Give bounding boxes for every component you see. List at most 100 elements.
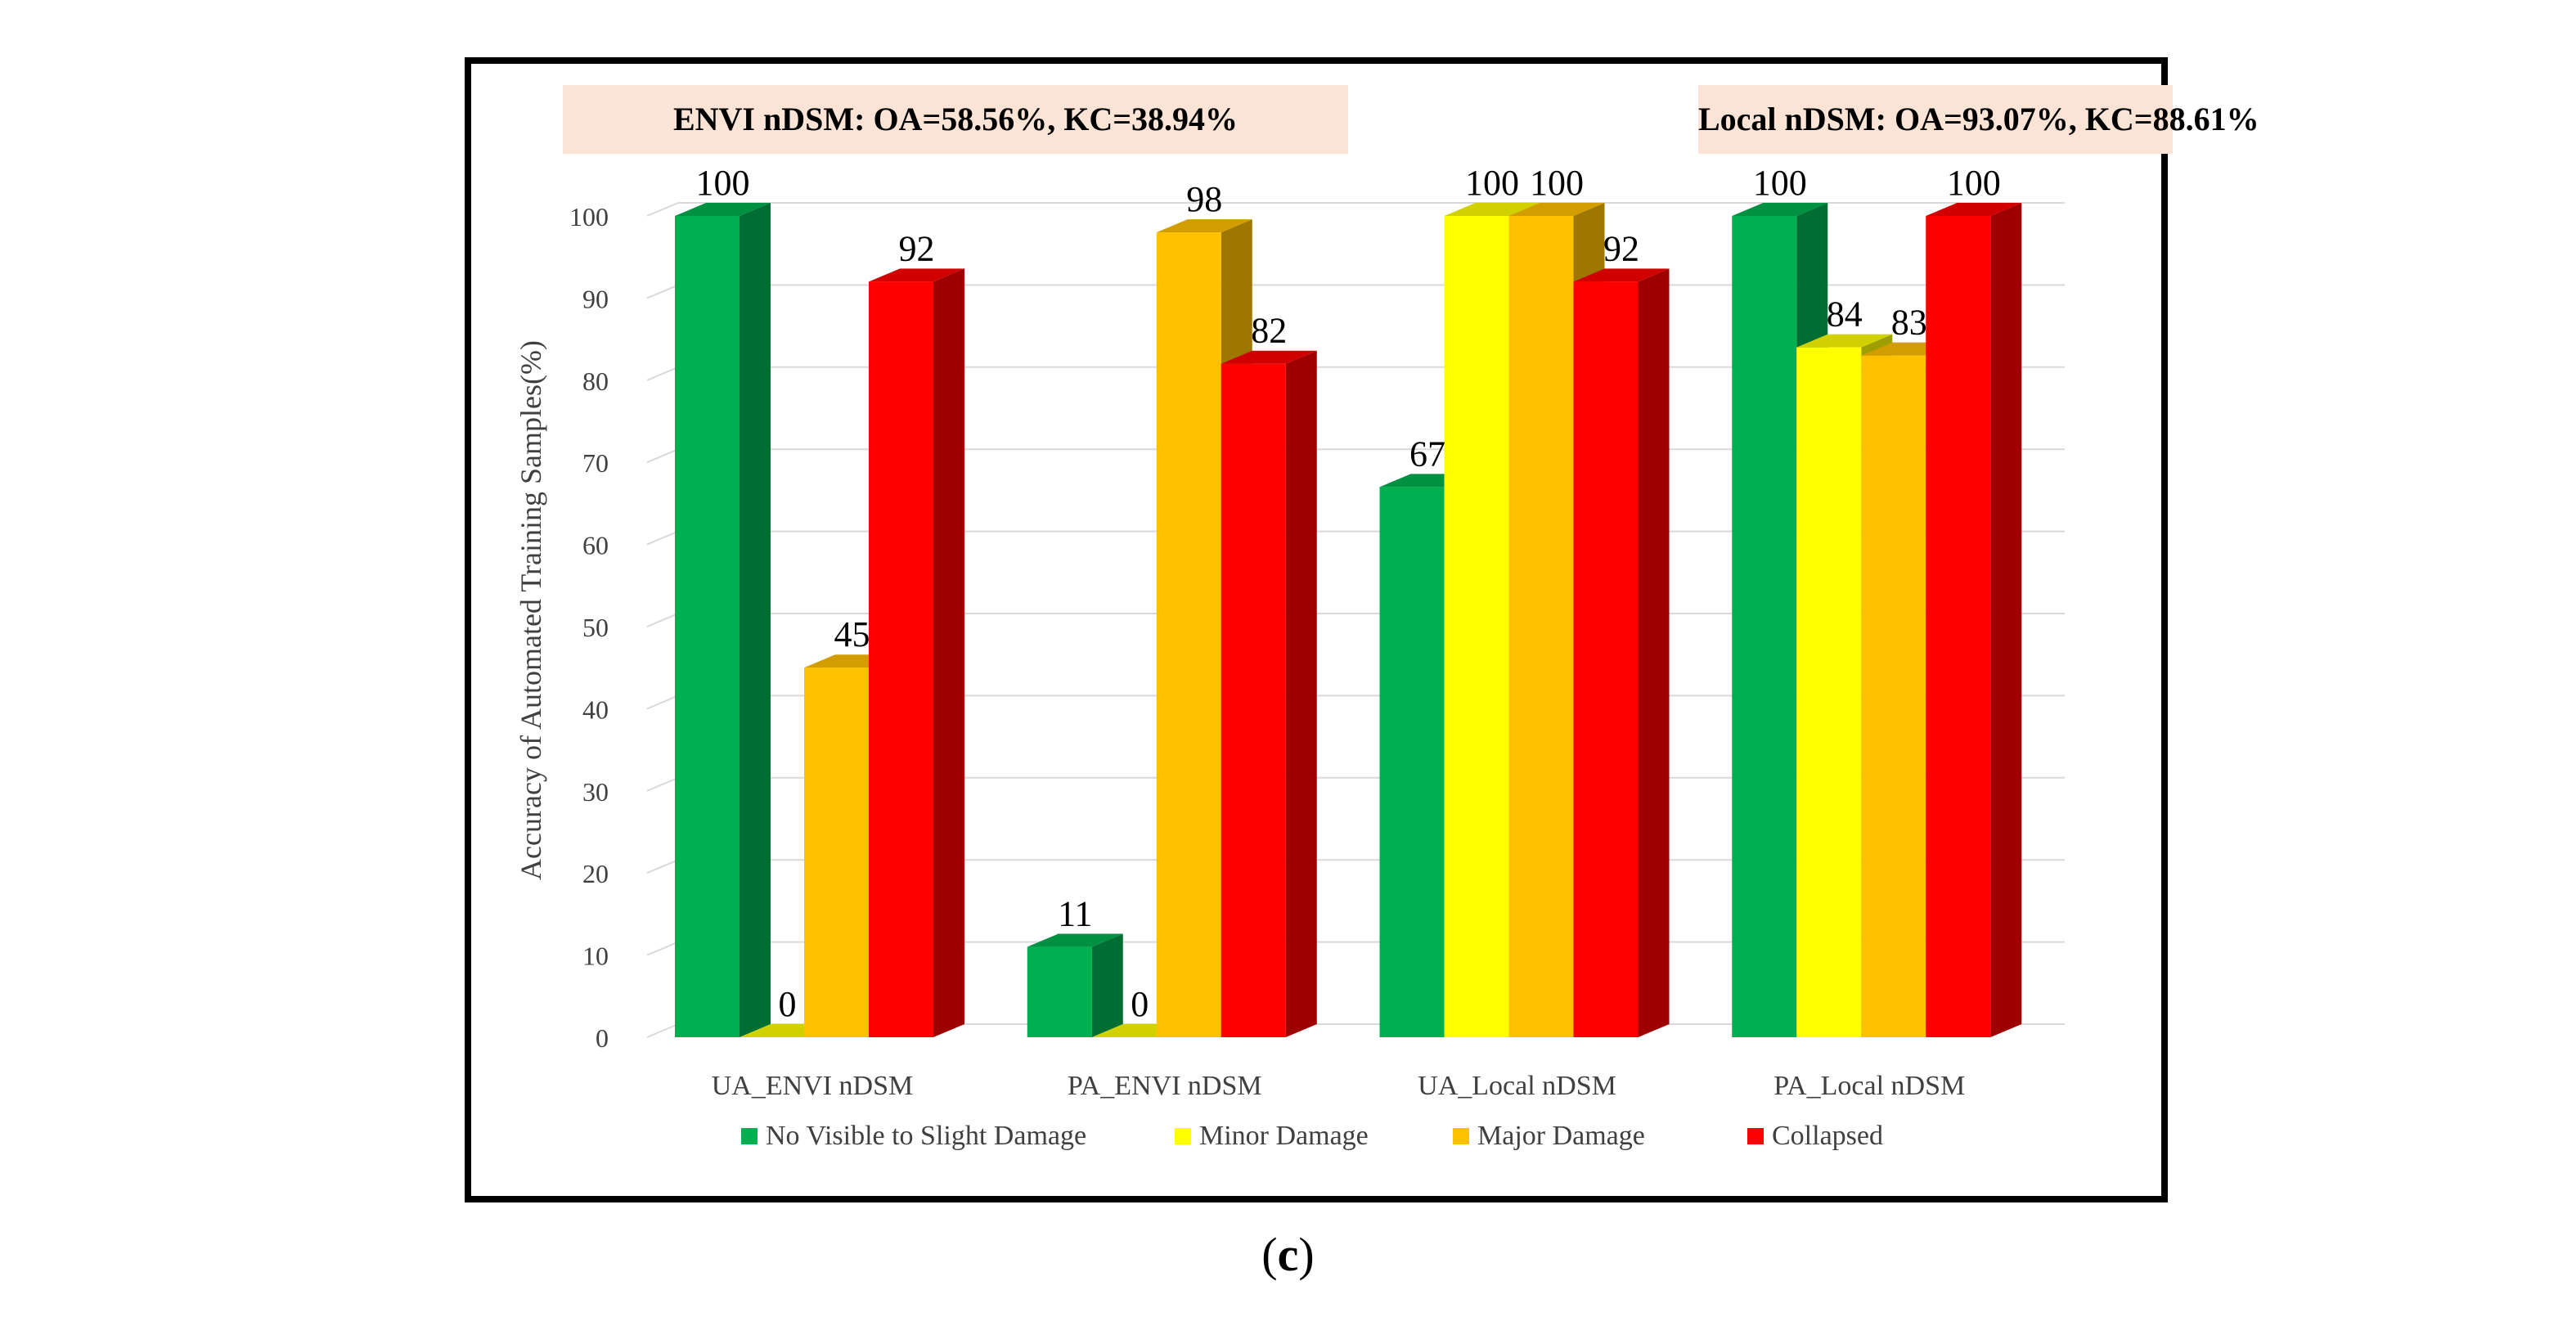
data-label: 100	[696, 163, 750, 203]
bar-top	[1732, 203, 1828, 216]
data-label: 83	[1891, 303, 1927, 343]
bar-front	[804, 667, 869, 1037]
data-label: 92	[899, 228, 935, 268]
legend-label: Collapsed	[1772, 1121, 1883, 1151]
data-label: 92	[1603, 228, 1639, 268]
bar-front	[1027, 946, 1092, 1037]
bar-side	[1285, 350, 1317, 1038]
bar-side	[933, 268, 964, 1037]
data-label: 100	[1753, 163, 1807, 203]
data-label: 0	[779, 984, 797, 1024]
y-tick-label: 90	[582, 284, 609, 313]
gridline-depth	[646, 530, 679, 546]
legend-swatch	[741, 1128, 758, 1144]
bar-front	[1156, 232, 1221, 1037]
x-category-label: PA_Local nDSM	[1774, 1071, 1965, 1101]
y-tick-label: 80	[582, 366, 609, 396]
bar-top	[1221, 350, 1317, 364]
legend-item: Major Damage	[1453, 1121, 1645, 1151]
legend-item: Collapsed	[1747, 1121, 1883, 1151]
legend-item: Minor Damage	[1175, 1121, 1369, 1151]
chart-frame: 0 10 20 30 40 50 60 70 80 90 100 Accuracy of Automa…	[465, 57, 2259, 1202]
gridline-depth	[646, 202, 679, 217]
bar-side	[740, 203, 771, 1037]
bar	[675, 203, 771, 1037]
data-label: 11	[1058, 894, 1092, 934]
gridline-depth	[646, 448, 679, 464]
data-label: 82	[1251, 311, 1287, 351]
figure-caption: (c)	[0, 1227, 2576, 1282]
y-tick-label: 40	[582, 694, 609, 724]
data-label: 100	[1465, 163, 1519, 203]
x-category-label: UA_ENVI nDSM	[712, 1071, 914, 1101]
bar-top	[1444, 203, 1540, 216]
legend-label: Minor Damage	[1199, 1121, 1369, 1151]
bar-top	[869, 268, 964, 282]
data-label: 45	[834, 614, 870, 654]
data-labels: 100 0 45 92 11 0 98 82 67 100 100 92 100 84 83 100	[696, 163, 2001, 1024]
bar-top	[1926, 203, 2022, 216]
gridline-depth	[646, 1023, 679, 1038]
bar-top	[1508, 203, 1605, 216]
bar-top	[1573, 268, 1670, 282]
legend-label: Major Damage	[1477, 1121, 1645, 1151]
bar-top	[1156, 219, 1252, 233]
gridline-depth	[646, 941, 679, 956]
bar-front	[1444, 216, 1509, 1037]
y-tick-label: 100	[569, 202, 609, 231]
y-tick-label: 30	[582, 777, 609, 807]
y-tick-label: 70	[582, 448, 609, 478]
y-tick-label: 20	[582, 859, 609, 888]
gridline-depth	[646, 859, 679, 874]
bar-front	[675, 216, 740, 1037]
gridline-depth	[646, 694, 679, 710]
bar-front	[1508, 216, 1574, 1037]
data-label: 67	[1409, 434, 1445, 474]
bar-front	[1221, 363, 1286, 1038]
legend-label: No Visible to Slight Damage	[766, 1121, 1086, 1151]
data-label: 84	[1827, 294, 1863, 335]
x-category-label: UA_Local nDSM	[1418, 1071, 1616, 1101]
gridline-depth	[646, 284, 679, 299]
legend-swatch	[1747, 1128, 1764, 1144]
data-label: 100	[1530, 163, 1584, 203]
envi-accuracy-banner: ENVI nDSM: OA=58.56%, KC=38.94%	[563, 85, 1348, 154]
gridline-depth	[646, 776, 679, 792]
legend: No Visible to Slight Damage Minor Damage M…	[741, 1121, 1883, 1151]
bar-front	[1861, 355, 1926, 1037]
legend-swatch	[1175, 1128, 1191, 1144]
y-axis-ticks: 0 10 20 30 40 50 60 70 80 90 100	[569, 202, 609, 1053]
x-axis-categories: UA_ENVI nDSM PA_ENVI nDSM UA_Local nDSM PA_…	[712, 1071, 1965, 1101]
bar	[1221, 350, 1317, 1038]
bar-side	[1638, 268, 1670, 1037]
bar-top	[1027, 933, 1123, 947]
bar	[1573, 268, 1670, 1037]
local-accuracy-banner: Local nDSM: OA=93.07%, KC=88.61%	[1698, 85, 2259, 154]
bar-front	[1926, 216, 1991, 1037]
y-tick-label: 0	[596, 1023, 609, 1053]
bar-front	[1796, 347, 1862, 1037]
data-label: 100	[1947, 163, 2001, 203]
bar-side	[1091, 933, 1123, 1037]
caption-letter: c	[1277, 1228, 1299, 1281]
legend-swatch	[1453, 1128, 1469, 1144]
gridline-depth	[646, 366, 679, 381]
bar	[869, 268, 964, 1037]
bar-front	[1573, 281, 1639, 1037]
gridline-depth	[646, 613, 679, 627]
x-category-label: PA_ENVI nDSM	[1068, 1071, 1262, 1101]
data-label: 0	[1131, 984, 1149, 1024]
data-label: 98	[1186, 179, 1222, 219]
bars	[675, 203, 2022, 1038]
bar-top	[675, 203, 771, 216]
legend-item: No Visible to Slight Damage	[741, 1121, 1086, 1151]
caption-text: (c)	[1261, 1228, 1315, 1281]
bar-front	[1732, 216, 1797, 1037]
y-tick-label: 10	[582, 942, 609, 971]
bar-front	[869, 281, 933, 1037]
y-tick-label: 60	[582, 531, 609, 560]
bar-chart: 0 10 20 30 40 50 60 70 80 90 100 Accuracy of Automa…	[515, 163, 2065, 1151]
bar-front	[1379, 487, 1445, 1037]
y-tick-label: 50	[582, 613, 609, 642]
bar-side	[1990, 203, 2022, 1037]
